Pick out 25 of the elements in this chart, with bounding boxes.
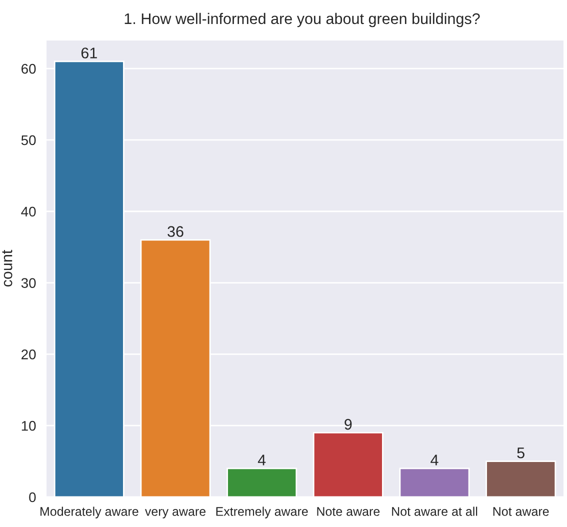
x-tick-label: Note aware bbox=[317, 507, 380, 516]
y-tick-label: 20 bbox=[22, 350, 36, 360]
data-label: 61 bbox=[81, 48, 97, 58]
y-tick-label: 30 bbox=[21, 278, 36, 288]
data-label: 5 bbox=[517, 448, 524, 458]
data-label: 4 bbox=[258, 454, 266, 466]
x-tick-label: very aware bbox=[144, 509, 206, 518]
x-tick-label: Not aware at all bbox=[392, 506, 478, 516]
bar bbox=[399, 468, 470, 497]
y-tick-label: 50 bbox=[21, 135, 36, 146]
chart-title: 1. How well-informed are you about green buildings? bbox=[124, 12, 480, 28]
data-label: 4 bbox=[430, 454, 438, 466]
data-label: 9 bbox=[344, 418, 352, 430]
y-tick-label: 10 bbox=[22, 420, 36, 431]
bar bbox=[226, 468, 298, 497]
x-tick-label: Extremely aware bbox=[216, 506, 308, 518]
x-tick-label: Not aware bbox=[493, 507, 549, 516]
x-tick-label: Moderately aware bbox=[40, 506, 138, 518]
bar bbox=[486, 460, 556, 497]
y-tick-label: 60 bbox=[22, 64, 36, 74]
y-tick-label: 40 bbox=[21, 206, 36, 217]
y-tick-label: 0 bbox=[29, 492, 36, 502]
data-label: 36 bbox=[168, 226, 184, 237]
y-axis-title: count bbox=[2, 250, 12, 287]
bar bbox=[312, 432, 384, 497]
